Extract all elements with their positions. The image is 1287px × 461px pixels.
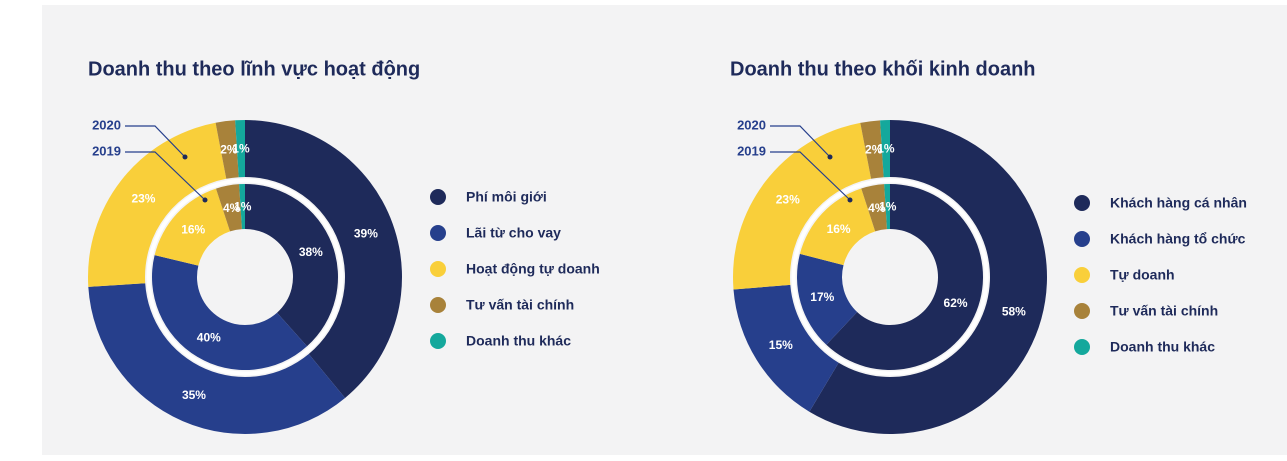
data-label: 1% <box>877 142 895 156</box>
series-label: 2019 <box>737 143 766 158</box>
donut-slice <box>860 120 884 179</box>
data-label: 4% <box>223 201 241 215</box>
ring-separator <box>791 178 989 376</box>
donut-slice <box>861 184 887 232</box>
legend-swatch <box>1074 195 1090 211</box>
data-label: 16% <box>181 222 205 236</box>
legend-swatch <box>430 333 446 349</box>
data-label: 4% <box>868 201 886 215</box>
data-label: 35% <box>182 388 206 402</box>
donut-slice <box>215 184 242 232</box>
leader-dot <box>827 154 833 160</box>
legend-swatch <box>1074 231 1090 247</box>
data-label: 23% <box>776 192 800 206</box>
legend-label: Tự doanh <box>1110 267 1175 283</box>
legend-swatch <box>430 189 446 205</box>
leader-dot <box>202 197 208 203</box>
legend-swatch <box>1074 303 1090 319</box>
data-label: 38% <box>299 245 323 259</box>
donut-slice <box>151 255 308 371</box>
series-label: 2019 <box>92 143 121 158</box>
donut-slice <box>88 122 227 287</box>
donut-slice <box>884 184 890 230</box>
data-label: 17% <box>810 290 834 304</box>
legend-label: Doanh thu khác <box>466 333 571 349</box>
data-label: 15% <box>769 338 793 352</box>
data-label: 1% <box>232 142 250 156</box>
donut-slice <box>88 283 346 434</box>
data-label: 2% <box>865 143 883 157</box>
donut-slice <box>880 120 890 178</box>
donut-slice <box>245 184 338 347</box>
legend-label: Doanh thu khác <box>1110 339 1215 355</box>
leader-line <box>770 151 851 201</box>
donut-slice <box>235 120 245 178</box>
legend-swatch <box>1074 267 1090 283</box>
leader-line <box>125 151 206 201</box>
legend-label: Khách hàng cá nhân <box>1110 195 1247 211</box>
chart-title: Doanh thu theo khối kinh doanh <box>730 58 1036 80</box>
legend-swatch <box>430 261 446 277</box>
donut-slice <box>245 120 402 398</box>
leader-line <box>125 125 186 158</box>
leader-dot <box>182 154 188 160</box>
legend-swatch <box>430 297 446 313</box>
data-label: 40% <box>197 331 221 345</box>
data-label: 62% <box>944 296 968 310</box>
donut-slice <box>733 284 839 412</box>
data-label: 2% <box>220 143 238 157</box>
series-label: 2020 <box>737 117 766 132</box>
leader-line <box>770 125 831 158</box>
data-label: 58% <box>1002 304 1026 318</box>
leader-dot <box>847 197 853 203</box>
ring-separator <box>146 178 344 376</box>
data-label: 1% <box>234 200 252 214</box>
donut-slice <box>809 120 1047 434</box>
data-label: 23% <box>131 191 155 205</box>
donut-slice <box>826 184 983 371</box>
legend-label: Tư vấn tài chính <box>466 297 574 313</box>
donut-slice <box>733 122 872 290</box>
legend-label: Khách hàng tổ chức <box>1110 231 1246 247</box>
legend-label: Phí môi giới <box>466 189 547 205</box>
data-label: 39% <box>354 227 378 241</box>
series-label: 2020 <box>92 117 121 132</box>
donut-slice <box>154 188 231 266</box>
donut-slice <box>215 120 239 179</box>
donut-slice <box>239 184 245 230</box>
legend-label: Hoạt động tự doanh <box>466 261 600 277</box>
data-label: 16% <box>827 222 851 236</box>
legend-swatch <box>430 225 446 241</box>
donut-slice <box>796 253 858 345</box>
legend-swatch <box>1074 339 1090 355</box>
data-label: 1% <box>879 200 897 214</box>
donut-slice <box>799 188 876 266</box>
legend-label: Lãi từ cho vay <box>466 225 561 241</box>
chart-title: Doanh thu theo lĩnh vực hoạt động <box>88 58 420 80</box>
legend-label: Tư vấn tài chính <box>1110 303 1218 319</box>
